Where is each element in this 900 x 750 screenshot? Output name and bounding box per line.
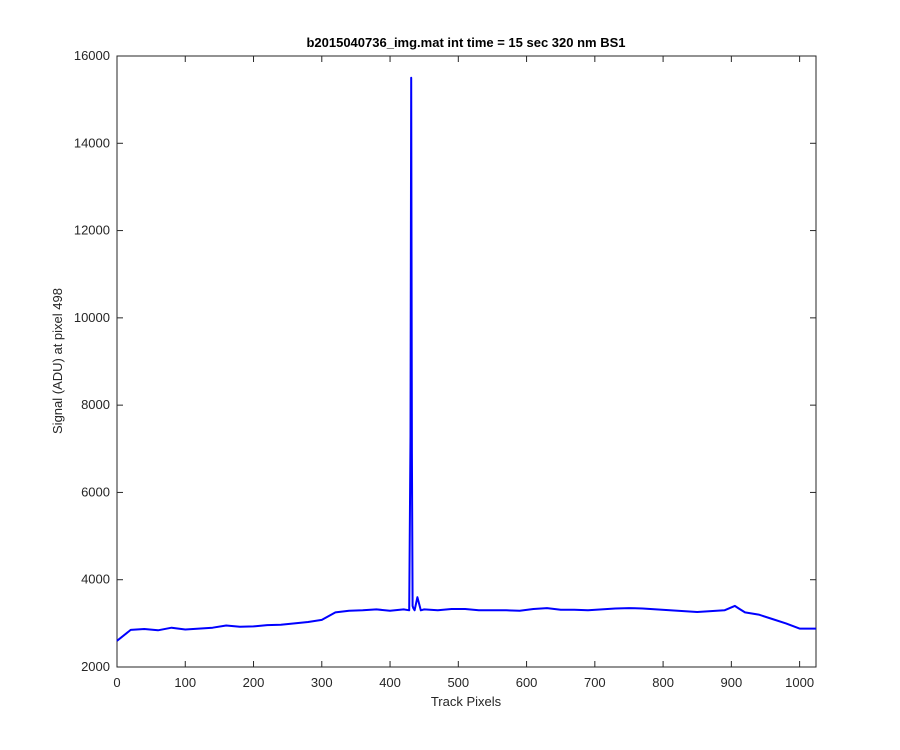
x-tick-label: 500: [447, 675, 469, 690]
y-tick-label: 12000: [74, 223, 110, 238]
tick-layer: 0 100 200 300 400 500 600 700 800 900 1000 2000 4000…: [74, 48, 816, 690]
plot-area: [116, 55, 817, 668]
x-tick-label: 1000: [785, 675, 814, 690]
y-tick-label: 2000: [81, 659, 110, 674]
y-tick-label: 8000: [81, 397, 110, 412]
y-tick-label: 10000: [74, 310, 110, 325]
y-axis-label: Signal (ADU) at pixel 498: [50, 288, 65, 434]
x-tick-label: 100: [174, 675, 196, 690]
y-tick-label: 6000: [81, 484, 110, 499]
x-tick-label: 700: [584, 675, 606, 690]
y-tick-label: 4000: [81, 572, 110, 587]
y-tick-label: 14000: [74, 135, 110, 150]
x-tick-label: 200: [243, 675, 265, 690]
data-layer: [116, 76, 816, 642]
y-tick-label: 16000: [74, 48, 110, 63]
x-tick-label: 0: [113, 675, 120, 690]
x-tick-label: 800: [652, 675, 674, 690]
x-tick-label: 900: [721, 675, 743, 690]
chart-title: b2015040736_img.mat int time = 15 sec 32…: [306, 35, 625, 50]
series-line-0: [116, 76, 816, 642]
x-tick-label: 600: [516, 675, 538, 690]
x-axis-label: Track Pixels: [431, 694, 502, 709]
x-tick-label: 400: [379, 675, 401, 690]
x-tick-label: 300: [311, 675, 333, 690]
